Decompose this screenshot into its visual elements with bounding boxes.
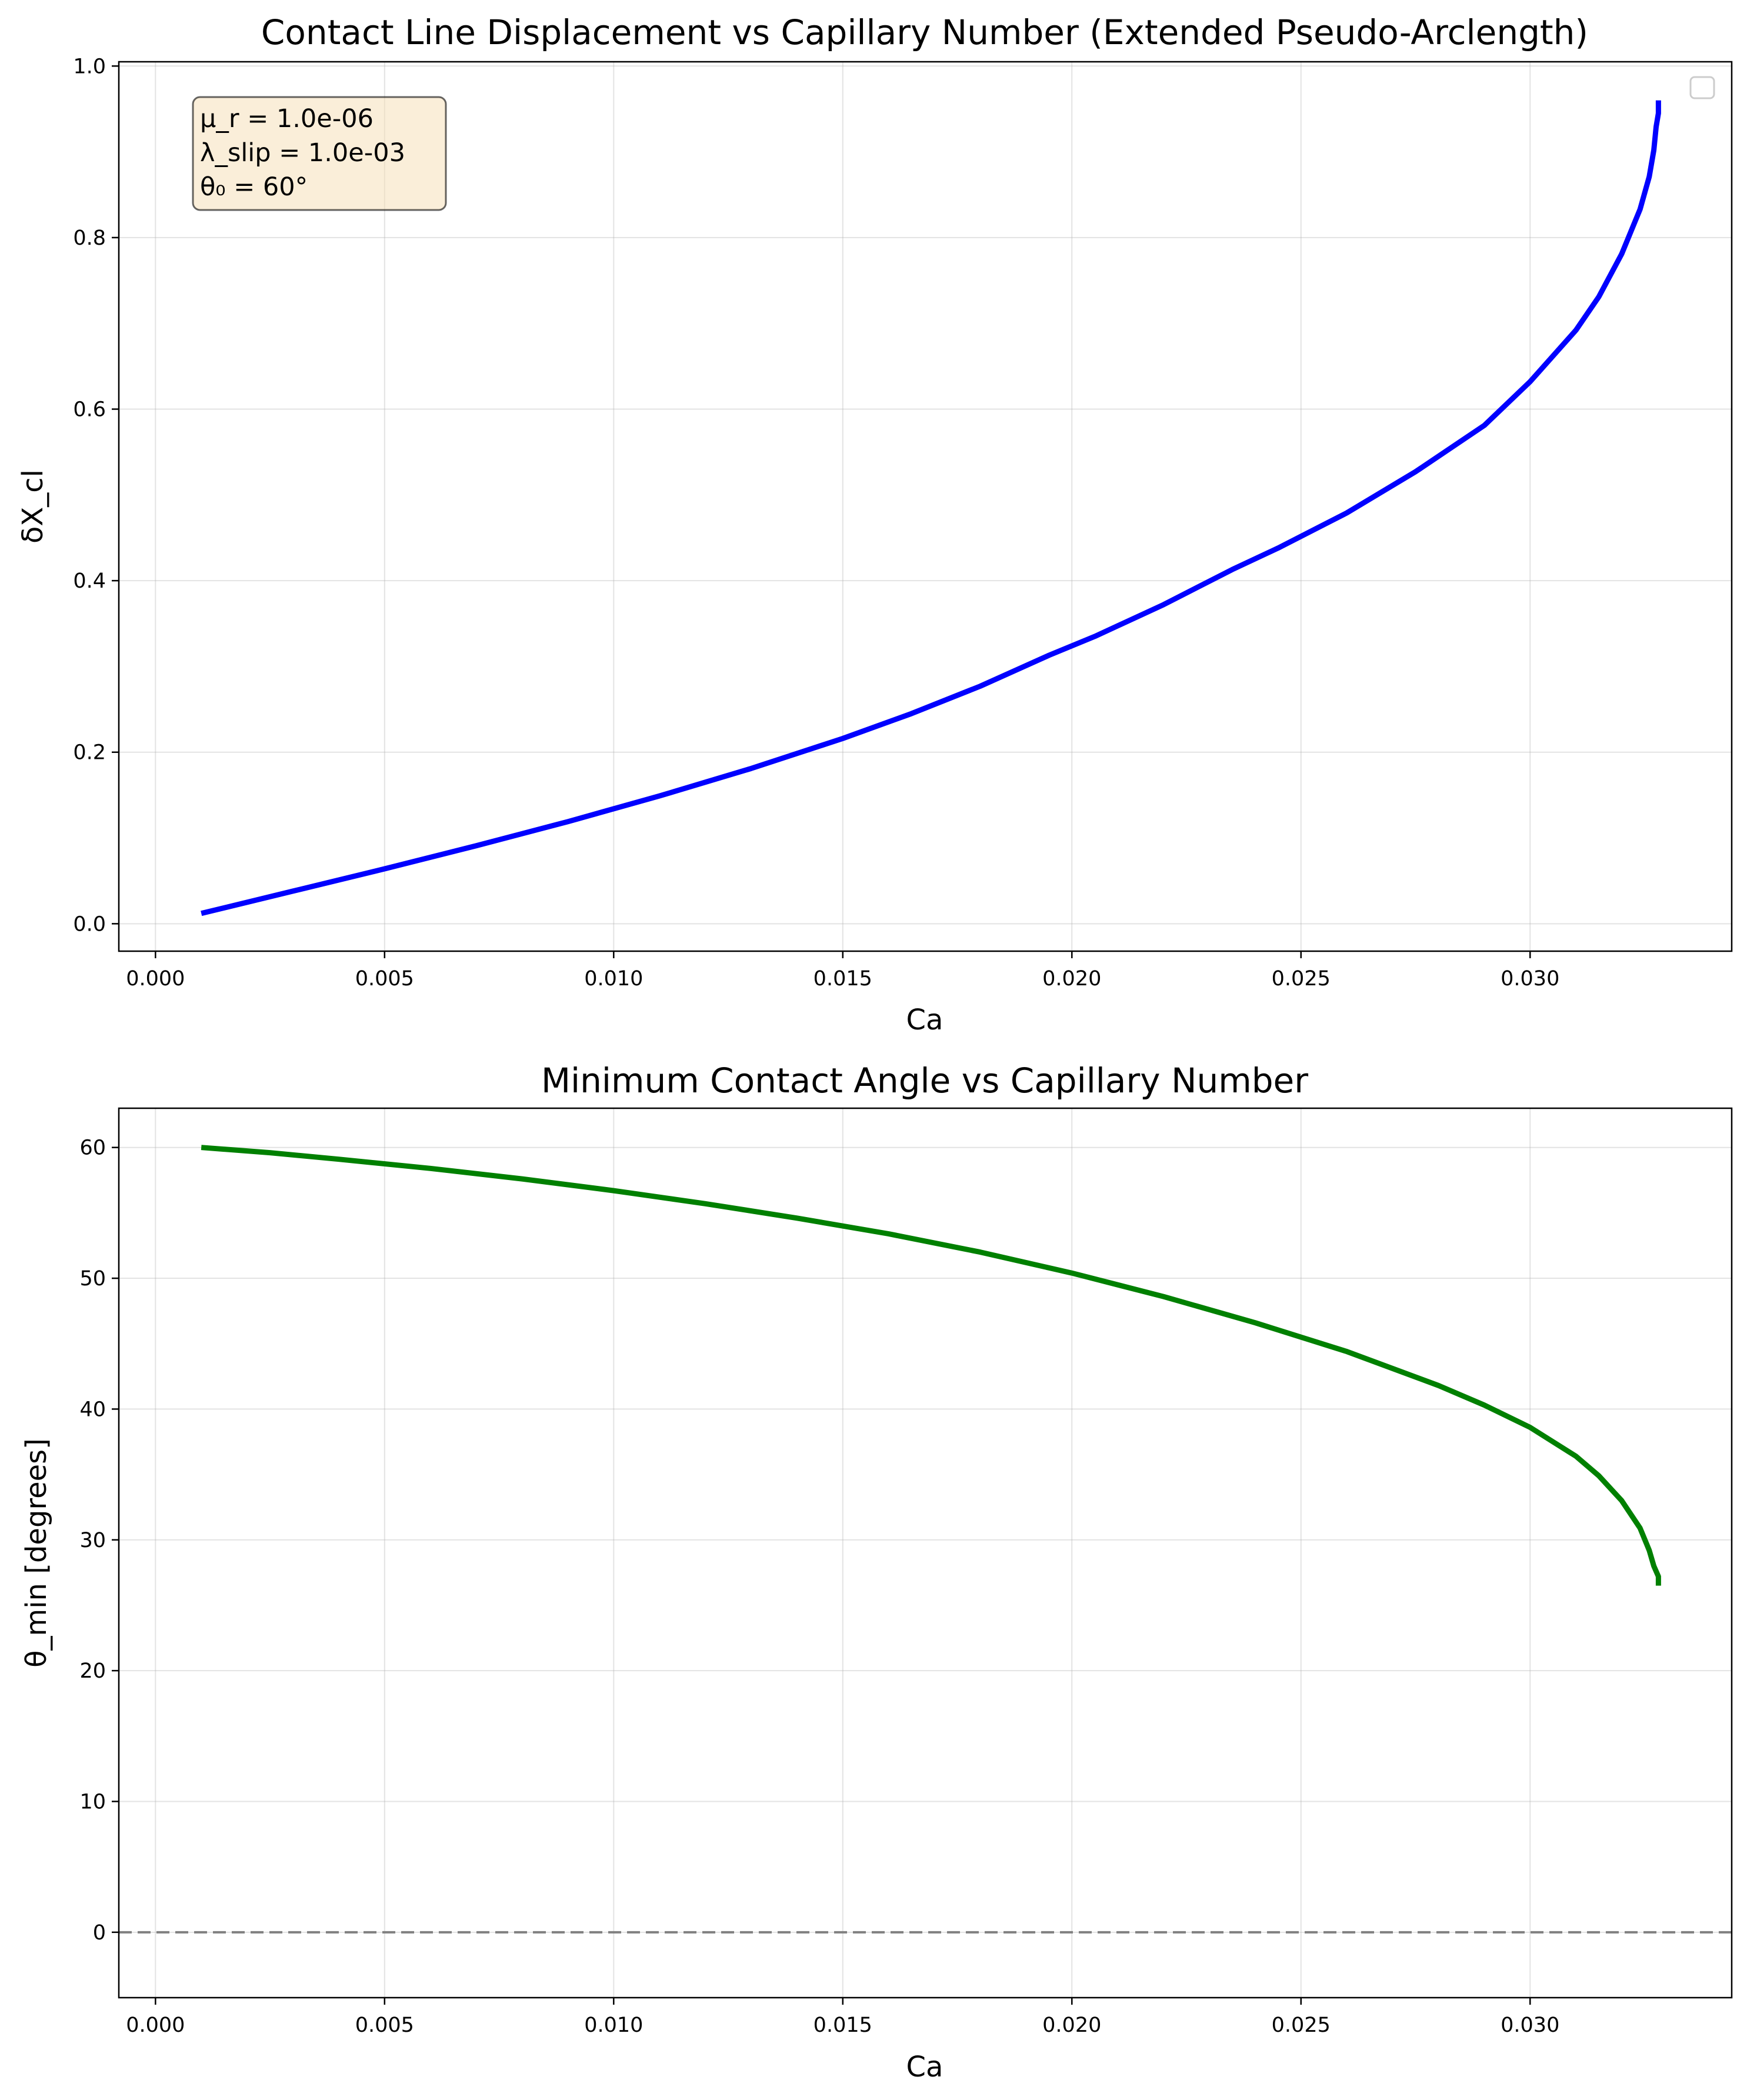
displacement-y-tick-label: 0.8: [73, 226, 106, 250]
displacement-plot-frame: [118, 61, 1733, 952]
displacement-x-tick-label: 0.005: [355, 967, 414, 991]
contact-angle-y-axis-label: θ_min [degrees]: [20, 1438, 53, 1668]
contact-angle-x-tick-label: 0.030: [1501, 2014, 1559, 2037]
contact-angle-y-tick-label: 50: [79, 1267, 106, 1291]
contact-angle-chart-title: Minimum Contact Angle vs Capillary Numbe…: [541, 1061, 1308, 1101]
contact-angle-x-tick-label: 0.015: [814, 2014, 872, 2037]
displacement-x-tick-label: 0.015: [814, 967, 872, 991]
displacement-chart-title: Contact Line Displacement vs Capillary N…: [261, 12, 1588, 52]
displacement-y-tick-label: 0.0: [73, 912, 106, 936]
displacement-y-tick-label: 0.4: [73, 569, 106, 593]
displacement-x-tick-label: 0.020: [1042, 967, 1101, 991]
empty-legend-box: [1689, 76, 1715, 99]
displacement-x-tick-label: 0.030: [1501, 967, 1559, 991]
displacement-series: [201, 100, 1661, 916]
displacement-y-axis-label: δX_cl: [16, 469, 49, 544]
displacement-grid: [119, 62, 1732, 951]
parameter-annotation-background: [192, 96, 447, 211]
displacement-series-line: [201, 100, 1661, 916]
contact-angle-x-ticks: 0.000 0.005 0.010 0.015 0.020 0.025 0.030: [126, 1998, 1559, 2037]
displacement-y-ticks: 0.0 0.2 0.4 0.6 0.8 1.0: [73, 55, 119, 936]
contact-angle-chart: 0.000 0.005 0.010 0.015 0.020 0.025 0.030 0 10 2…: [20, 1061, 1733, 2084]
contact-angle-plot-frame: [118, 1107, 1733, 1999]
contact-angle-series: [201, 1145, 1661, 1586]
contact-angle-y-tick-label: 60: [79, 1136, 106, 1160]
annotation-slip-length: λ_slip = 1.0e-03: [200, 138, 405, 168]
displacement-y-tick-label: 1.0: [73, 55, 106, 78]
displacement-x-tick-label: 0.010: [584, 967, 643, 991]
contact-angle-y-tick-label: 0: [93, 1921, 106, 1945]
displacement-x-axis-label: Ca: [906, 1004, 943, 1036]
displacement-y-tick-label: 0.2: [73, 741, 106, 765]
contact-angle-y-tick-label: 40: [79, 1398, 106, 1421]
contact-angle-y-tick-label: 30: [79, 1529, 106, 1552]
displacement-x-tick-label: 0.000: [126, 967, 185, 991]
contact-angle-y-tick-label: 20: [79, 1659, 106, 1683]
contact-angle-x-tick-label: 0.005: [355, 2014, 414, 2037]
contact-angle-x-axis-label: Ca: [906, 2051, 943, 2084]
contact-angle-grid: [119, 1108, 1732, 1998]
displacement-y-tick-label: 0.6: [73, 398, 106, 422]
contact-angle-x-tick-label: 0.025: [1272, 2014, 1331, 2037]
contact-angle-y-ticks: 0 10 20 30 40 50 60: [79, 1136, 119, 1945]
annotation-viscosity-ratio: μ_r = 1.0e-06: [200, 104, 374, 134]
parameter-annotation-box: μ_r = 1.0e-06 λ_slip = 1.0e-03 θ₀ = 60°: [192, 96, 447, 211]
displacement-chart: 0.000 0.005 0.010 0.015 0.020 0.025 0.030 0.00…: [16, 12, 1733, 1036]
contact-angle-x-tick-label: 0.000: [126, 2014, 185, 2037]
contact-angle-x-tick-label: 0.020: [1042, 2014, 1101, 2037]
contact-angle-y-tick-label: 10: [79, 1790, 106, 1814]
annotation-equilibrium-angle: θ₀ = 60°: [200, 172, 308, 202]
contact-angle-x-tick-label: 0.010: [584, 2014, 643, 2037]
displacement-x-tick-label: 0.025: [1272, 967, 1331, 991]
contact-angle-series-line: [201, 1145, 1661, 1586]
displacement-x-ticks: 0.000 0.005 0.010 0.015 0.020 0.025 0.030: [126, 951, 1559, 991]
